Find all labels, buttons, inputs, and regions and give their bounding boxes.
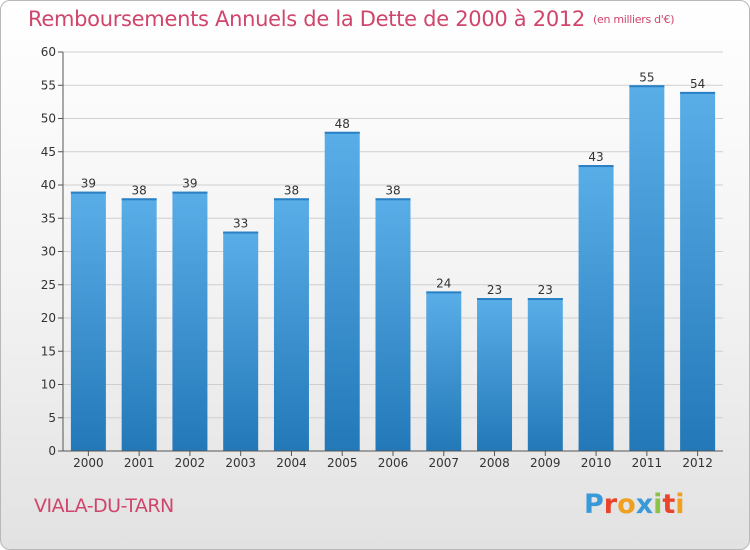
logo-letter: P <box>584 489 604 520</box>
x-tick-label: 2009 <box>530 456 561 470</box>
y-tick-label: 15 <box>41 344 56 358</box>
y-tick-label: 50 <box>41 112 56 126</box>
bar-cap-2010 <box>578 165 614 168</box>
bar-2002 <box>172 191 208 451</box>
bar-value-label: 23 <box>487 283 502 297</box>
bar-cap-2009 <box>527 298 563 301</box>
bar-2008 <box>477 298 513 451</box>
bar-2012 <box>680 91 716 452</box>
x-tick-label: 2012 <box>682 456 713 470</box>
x-tick-label: 2000 <box>73 456 104 470</box>
bar-value-label: 39 <box>81 177 96 191</box>
bar-cap-2003 <box>223 231 259 234</box>
bar-value-label: 54 <box>690 77 705 91</box>
x-tick-label: 2008 <box>479 456 510 470</box>
bar-2011 <box>629 85 665 451</box>
x-tick-label: 2003 <box>225 456 256 470</box>
bar-2003 <box>223 231 259 451</box>
bar-cap-2005 <box>324 131 360 134</box>
chart-subtitle: (en milliers d'€) <box>593 13 675 26</box>
bar-value-label: 33 <box>233 217 248 231</box>
bar-value-label: 38 <box>132 183 147 197</box>
bar-2010 <box>578 165 614 452</box>
labels: 0 5 10 15 20 25 30 35 40 45 50 55 60 39 2000 38 2001 39 20… <box>41 45 713 470</box>
y-tick-label: 10 <box>41 378 56 392</box>
bar-2007 <box>426 291 462 451</box>
chart-title: Remboursements Annuels de la Dette de 20… <box>28 7 674 31</box>
x-tick-label: 2002 <box>175 456 206 470</box>
x-tick-label: 2011 <box>632 456 663 470</box>
bar-cap-2011 <box>629 85 665 88</box>
chart-title-text: Remboursements Annuels de la Dette de 20… <box>28 7 585 31</box>
bar-2006 <box>375 198 411 451</box>
bar-cap-2006 <box>375 198 411 201</box>
logo-letter: i <box>653 489 663 520</box>
logo-letter: x <box>635 489 654 520</box>
logo-letter: t <box>662 489 676 520</box>
x-tick-label: 2006 <box>378 456 409 470</box>
bar-cap-2008 <box>477 298 513 301</box>
y-tick-label: 0 <box>48 444 56 458</box>
bar-value-label: 39 <box>182 177 197 191</box>
bar-value-label: 38 <box>284 183 299 197</box>
y-tick-label: 55 <box>41 78 56 92</box>
commune-name: VIALA-DU-TARN <box>34 495 174 517</box>
bar-2009 <box>527 298 563 451</box>
bar-cap-2000 <box>70 191 106 194</box>
y-tick-label: 30 <box>41 245 56 259</box>
y-tick-label: 20 <box>41 311 56 325</box>
y-tick-label: 60 <box>41 45 56 59</box>
bar-2001 <box>121 198 157 451</box>
y-tick-label: 35 <box>41 211 56 225</box>
bars <box>70 85 716 452</box>
bar-cap-2002 <box>172 191 208 194</box>
y-tick-label: 40 <box>41 178 56 192</box>
bar-value-label: 38 <box>385 183 400 197</box>
x-tick-label: 2001 <box>124 456 155 470</box>
bar-value-label: 23 <box>538 283 553 297</box>
bar-2005 <box>324 131 360 452</box>
bar-value-label: 48 <box>335 117 350 131</box>
bar-value-label: 55 <box>639 70 654 84</box>
y-tick-label: 45 <box>41 145 56 159</box>
logo-letter: i <box>675 489 685 520</box>
bar-cap-2004 <box>273 198 309 201</box>
x-tick-label: 2007 <box>428 456 459 470</box>
x-tick-label: 2004 <box>276 456 307 470</box>
logo-letter: o <box>617 489 636 520</box>
bar-cap-2007 <box>426 291 462 294</box>
bar-2004 <box>273 198 309 451</box>
y-tick-label: 5 <box>48 411 56 425</box>
x-tick-label: 2010 <box>581 456 612 470</box>
axes <box>58 51 723 456</box>
logo-letter: r <box>603 489 618 520</box>
bar-cap-2012 <box>680 91 716 94</box>
bar-value-label: 43 <box>588 150 603 164</box>
bar-value-label: 24 <box>436 276 451 290</box>
bar-cap-2001 <box>121 198 157 201</box>
bar-2000 <box>70 191 106 451</box>
x-tick-label: 2005 <box>327 456 358 470</box>
proxiti-logo: Proxiti <box>584 489 685 520</box>
y-tick-label: 25 <box>41 278 56 292</box>
